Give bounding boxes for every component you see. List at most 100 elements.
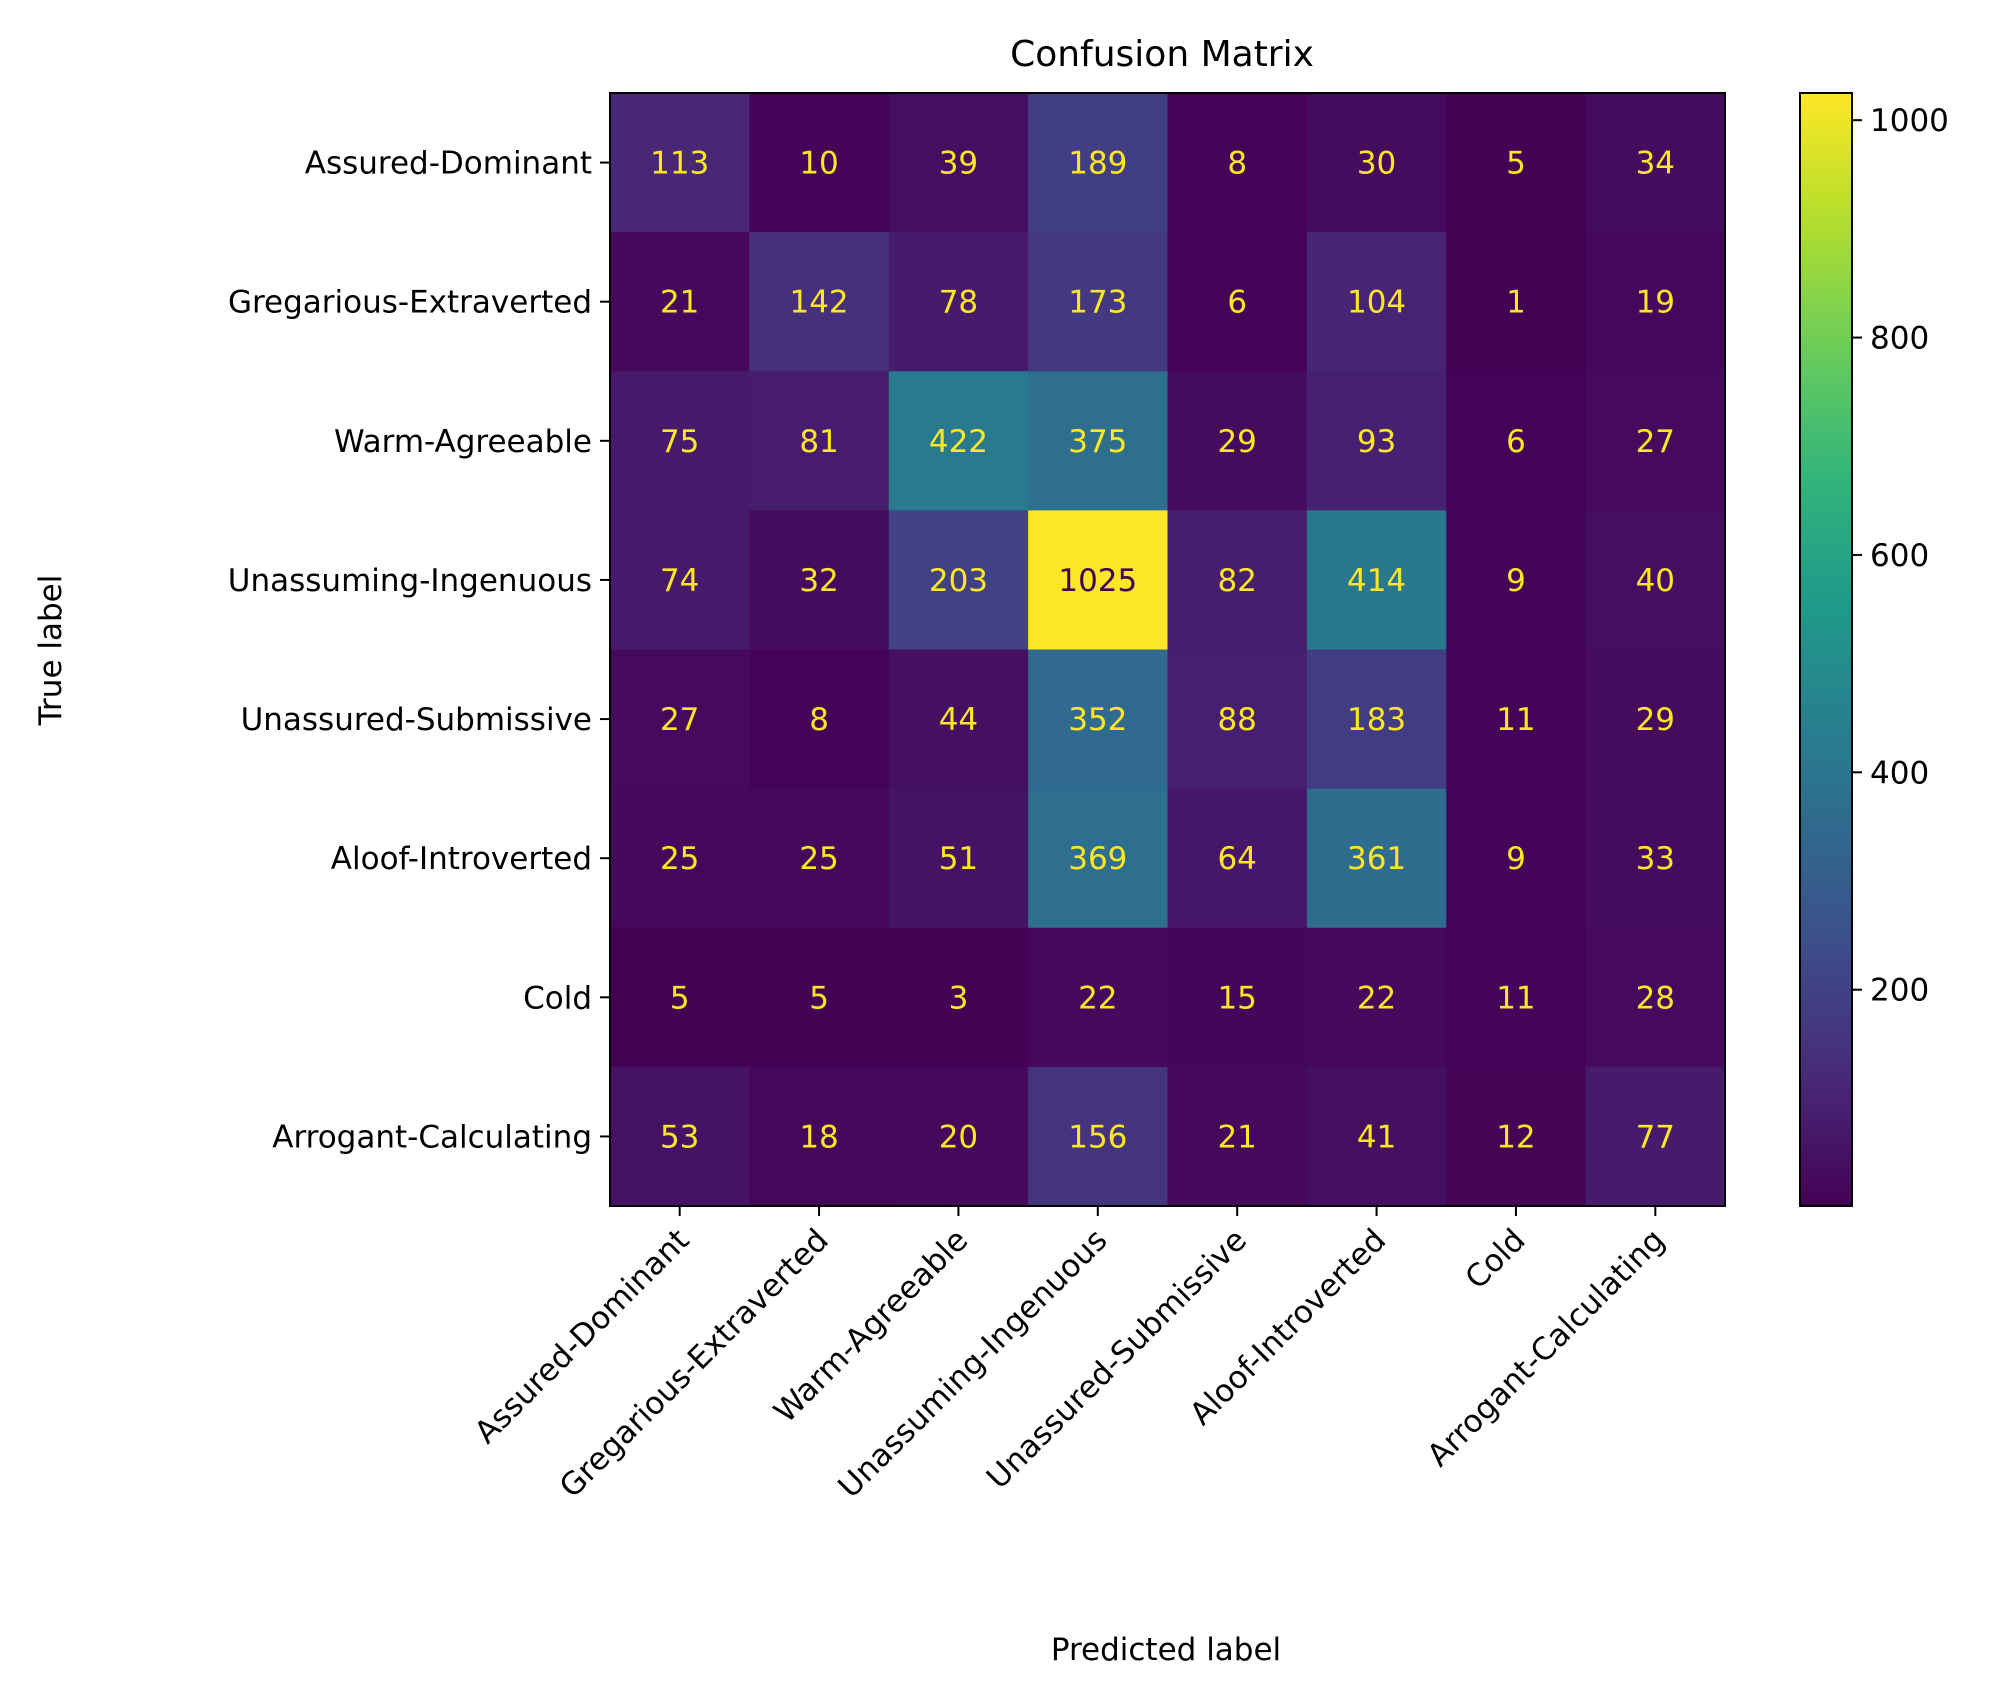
cell-value-label: 40 bbox=[1636, 563, 1675, 599]
heatmap-cell bbox=[1167, 371, 1308, 511]
cell-value-label: 19 bbox=[1636, 285, 1675, 321]
heatmap-cell bbox=[610, 788, 750, 929]
heatmap-cell bbox=[610, 1066, 750, 1207]
cell-value-label: 142 bbox=[789, 285, 848, 321]
heatmap-cell bbox=[749, 510, 890, 650]
heatmap-cell bbox=[888, 93, 1029, 233]
heatmap-cell bbox=[1585, 232, 1726, 372]
cell-value-label: 5 bbox=[809, 980, 829, 1016]
heatmap-cell bbox=[1028, 93, 1168, 233]
heatmap-cell bbox=[1028, 232, 1168, 372]
heatmap-cell bbox=[1585, 1066, 1726, 1207]
heatmap-cell bbox=[1167, 788, 1308, 929]
heatmap-cell bbox=[888, 371, 1029, 511]
colorbar-tick-label: 200 bbox=[1870, 973, 1929, 1009]
cell-value-label: 173 bbox=[1068, 285, 1127, 321]
cell-value-label: 51 bbox=[939, 841, 978, 877]
cell-value-label: 27 bbox=[660, 702, 699, 738]
cell-value-label: 113 bbox=[650, 146, 709, 182]
cell-value-label: 34 bbox=[1636, 146, 1675, 182]
y-tick-label: Aloof-Introverted bbox=[331, 841, 592, 877]
heatmap-cell bbox=[1446, 1066, 1587, 1207]
heatmap-cell bbox=[1167, 93, 1308, 233]
cell-value-label: 156 bbox=[1068, 1119, 1127, 1155]
heatmap-cell bbox=[1446, 371, 1587, 511]
heatmap-cell bbox=[1585, 927, 1726, 1068]
cell-value-label: 6 bbox=[1506, 424, 1526, 460]
heatmap-cell bbox=[1306, 232, 1447, 372]
heatmap-cell bbox=[749, 1066, 890, 1207]
plot-frame bbox=[609, 92, 1726, 1207]
cell-value-label: 39 bbox=[939, 146, 978, 182]
heatmap-cell bbox=[610, 232, 750, 372]
y-tick-label: Arrogant-Calculating bbox=[272, 1119, 592, 1155]
cell-value-label: 75 bbox=[660, 424, 699, 460]
heatmap-cell bbox=[1446, 649, 1587, 790]
cell-value-label: 32 bbox=[799, 563, 838, 599]
x-axis-label: Predicted label bbox=[1051, 1632, 1281, 1668]
cell-value-label: 22 bbox=[1357, 980, 1396, 1016]
cell-value-label: 422 bbox=[929, 424, 988, 460]
cell-value-label: 28 bbox=[1636, 980, 1675, 1016]
heatmap-cell bbox=[1306, 1066, 1447, 1207]
cell-value-label: 64 bbox=[1217, 841, 1256, 877]
heatmap-cell bbox=[1306, 788, 1447, 929]
colorbar-tick-label: 600 bbox=[1870, 538, 1929, 574]
colorbar-tick-label: 1000 bbox=[1870, 103, 1949, 139]
heatmap-cell bbox=[1306, 510, 1447, 650]
cell-value-label: 8 bbox=[1227, 146, 1247, 182]
heatmap-cell bbox=[1028, 510, 1168, 650]
cell-value-label: 21 bbox=[1217, 1119, 1256, 1155]
heatmap-cell bbox=[1585, 649, 1726, 790]
colorbar-tick-label: 400 bbox=[1870, 755, 1929, 791]
heatmap-cell bbox=[749, 788, 890, 929]
cell-value-label: 74 bbox=[660, 563, 699, 599]
heatmap-cell bbox=[1446, 927, 1587, 1068]
cell-value-label: 414 bbox=[1347, 563, 1406, 599]
cell-value-label: 3 bbox=[949, 980, 969, 1016]
cell-value-label: 1 bbox=[1506, 285, 1526, 321]
heatmap-cell bbox=[749, 649, 890, 790]
cell-value-label: 77 bbox=[1636, 1119, 1675, 1155]
cell-value-label: 33 bbox=[1636, 841, 1675, 877]
heatmap-cell bbox=[610, 510, 750, 650]
colorbar-ticks: 200 400 600 800 1000 bbox=[1852, 103, 1949, 1009]
cell-value-label: 82 bbox=[1217, 563, 1256, 599]
cell-value-label: 189 bbox=[1068, 146, 1127, 182]
cell-value-label: 53 bbox=[660, 1119, 699, 1155]
heatmap-cell bbox=[610, 927, 750, 1068]
y-tick-label: Warm-Agreeable bbox=[334, 424, 592, 460]
colorbar: 200 400 600 800 1000 bbox=[1799, 92, 1949, 1207]
heatmap-cell bbox=[1167, 1066, 1308, 1207]
cell-value-label: 30 bbox=[1357, 146, 1396, 182]
cell-value-label: 6 bbox=[1227, 285, 1247, 321]
heatmap-cell bbox=[1585, 371, 1726, 511]
heatmap-cell bbox=[1306, 649, 1447, 790]
cell-value-label: 11 bbox=[1496, 702, 1535, 738]
y-tick-label: Unassuming-Ingenuous bbox=[228, 563, 592, 599]
heatmap-cell bbox=[1028, 927, 1168, 1068]
cell-value-label: 21 bbox=[660, 285, 699, 321]
cell-value-label: 183 bbox=[1347, 702, 1406, 738]
cell-value-label: 12 bbox=[1496, 1119, 1535, 1155]
heatmap-cell bbox=[1167, 649, 1308, 790]
heatmap-cell bbox=[610, 93, 750, 233]
heatmap-cell bbox=[888, 510, 1029, 650]
colorbar-gradient bbox=[1800, 93, 1852, 1206]
cell-value-label: 11 bbox=[1496, 980, 1535, 1016]
heatmap-cell bbox=[610, 371, 750, 511]
heatmap-cell bbox=[1028, 788, 1168, 929]
heatmap-cell bbox=[1446, 788, 1587, 929]
cell-value-label: 375 bbox=[1068, 424, 1127, 460]
chart-title: Confusion Matrix bbox=[1010, 34, 1314, 75]
y-tick-label: Gregarious-Extraverted bbox=[228, 285, 592, 321]
y-tick-label: Cold bbox=[523, 980, 592, 1016]
heatmap-cell bbox=[1306, 371, 1447, 511]
heatmap-cell bbox=[888, 232, 1029, 372]
heatmap-cell bbox=[749, 927, 890, 1068]
cell-value-label: 93 bbox=[1357, 424, 1396, 460]
heatmap-cell bbox=[1306, 93, 1447, 233]
cell-value-label: 104 bbox=[1347, 285, 1406, 321]
cell-value-label: 81 bbox=[799, 424, 838, 460]
